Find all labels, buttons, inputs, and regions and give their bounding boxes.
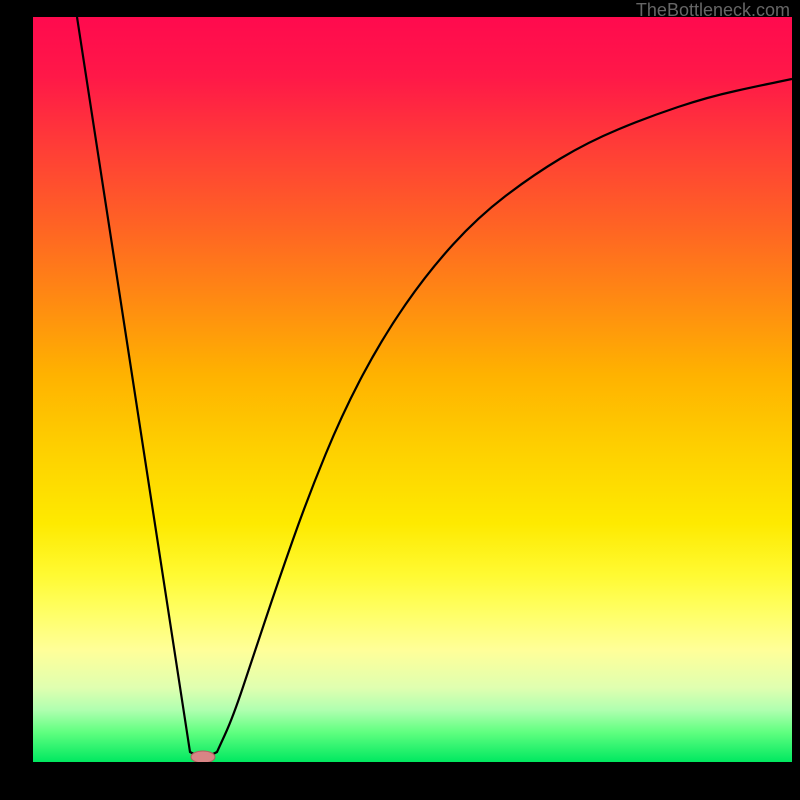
bottleneck-curve [77,17,792,756]
curve-layer [33,17,792,762]
minimum-marker [191,751,215,762]
plot-area [33,17,792,762]
chart-container: TheBottleneck.com [0,0,800,800]
watermark: TheBottleneck.com [636,0,790,21]
